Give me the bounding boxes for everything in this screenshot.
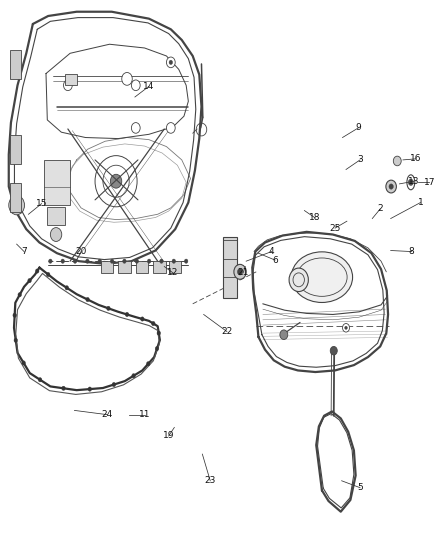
- Text: 7: 7: [21, 247, 27, 256]
- Circle shape: [330, 346, 337, 355]
- Circle shape: [86, 297, 89, 302]
- Circle shape: [73, 259, 77, 263]
- Text: 16: 16: [410, 155, 422, 163]
- Circle shape: [61, 259, 64, 263]
- Circle shape: [166, 123, 175, 133]
- Text: 3: 3: [357, 156, 363, 164]
- Circle shape: [345, 326, 347, 329]
- Bar: [101, 261, 113, 273]
- Bar: [169, 261, 181, 273]
- Circle shape: [147, 259, 151, 263]
- Ellipse shape: [407, 175, 415, 190]
- Bar: [44, 160, 70, 205]
- Circle shape: [49, 259, 52, 263]
- Text: 18: 18: [309, 213, 320, 222]
- Circle shape: [98, 259, 102, 263]
- Circle shape: [38, 377, 42, 382]
- Text: 8: 8: [409, 247, 415, 256]
- Circle shape: [146, 361, 150, 366]
- Circle shape: [123, 259, 126, 263]
- Circle shape: [234, 264, 246, 279]
- Text: 22: 22: [221, 327, 233, 336]
- Circle shape: [107, 306, 110, 310]
- Circle shape: [389, 184, 393, 189]
- Bar: [47, 207, 65, 225]
- Circle shape: [132, 374, 135, 378]
- Circle shape: [408, 179, 413, 185]
- Circle shape: [110, 259, 114, 263]
- Text: 9: 9: [355, 124, 361, 132]
- Text: 1: 1: [417, 198, 424, 207]
- Circle shape: [28, 278, 32, 282]
- Circle shape: [172, 259, 176, 263]
- Circle shape: [88, 387, 92, 391]
- Text: 5: 5: [357, 483, 363, 492]
- Circle shape: [166, 57, 175, 68]
- Circle shape: [160, 259, 163, 263]
- Circle shape: [152, 321, 155, 326]
- Text: 17: 17: [424, 178, 435, 187]
- Circle shape: [135, 259, 138, 263]
- Text: 14: 14: [143, 82, 155, 91]
- Circle shape: [50, 228, 62, 241]
- Bar: [10, 135, 21, 164]
- Circle shape: [35, 269, 39, 273]
- Bar: [10, 50, 21, 79]
- Bar: [118, 261, 131, 273]
- Circle shape: [386, 180, 396, 193]
- Bar: [136, 261, 148, 273]
- Text: 19: 19: [163, 432, 174, 440]
- Text: 6: 6: [272, 256, 278, 264]
- Bar: [10, 183, 21, 212]
- Text: 25: 25: [329, 224, 341, 232]
- Text: 13: 13: [408, 177, 420, 185]
- Text: 11: 11: [139, 410, 150, 419]
- Circle shape: [22, 361, 25, 365]
- Circle shape: [141, 317, 144, 321]
- Text: 4: 4: [269, 247, 274, 256]
- Text: 2: 2: [378, 205, 383, 213]
- Circle shape: [65, 286, 68, 290]
- Circle shape: [125, 312, 129, 317]
- Circle shape: [64, 80, 72, 91]
- Circle shape: [131, 123, 140, 133]
- Circle shape: [9, 196, 25, 215]
- Circle shape: [155, 346, 159, 351]
- Circle shape: [289, 268, 308, 292]
- Bar: [65, 74, 77, 85]
- Text: 20: 20: [75, 247, 87, 256]
- Circle shape: [46, 272, 50, 277]
- Circle shape: [131, 80, 140, 91]
- Circle shape: [13, 313, 17, 318]
- Bar: [153, 261, 166, 273]
- Circle shape: [184, 259, 188, 263]
- Ellipse shape: [291, 252, 353, 303]
- Circle shape: [110, 174, 122, 188]
- Text: 15: 15: [36, 199, 47, 208]
- Circle shape: [62, 386, 65, 390]
- Text: 24: 24: [102, 410, 113, 419]
- Circle shape: [393, 156, 401, 166]
- Text: 12: 12: [167, 269, 179, 277]
- Circle shape: [86, 259, 89, 263]
- Circle shape: [14, 338, 18, 342]
- Circle shape: [280, 330, 288, 340]
- Text: 21: 21: [237, 269, 249, 277]
- Circle shape: [122, 72, 132, 85]
- Circle shape: [169, 60, 173, 64]
- Text: 23: 23: [205, 477, 216, 485]
- Circle shape: [157, 331, 160, 335]
- Circle shape: [237, 269, 243, 275]
- Circle shape: [343, 324, 350, 332]
- Circle shape: [112, 383, 116, 387]
- Bar: [223, 237, 237, 298]
- Circle shape: [18, 293, 21, 297]
